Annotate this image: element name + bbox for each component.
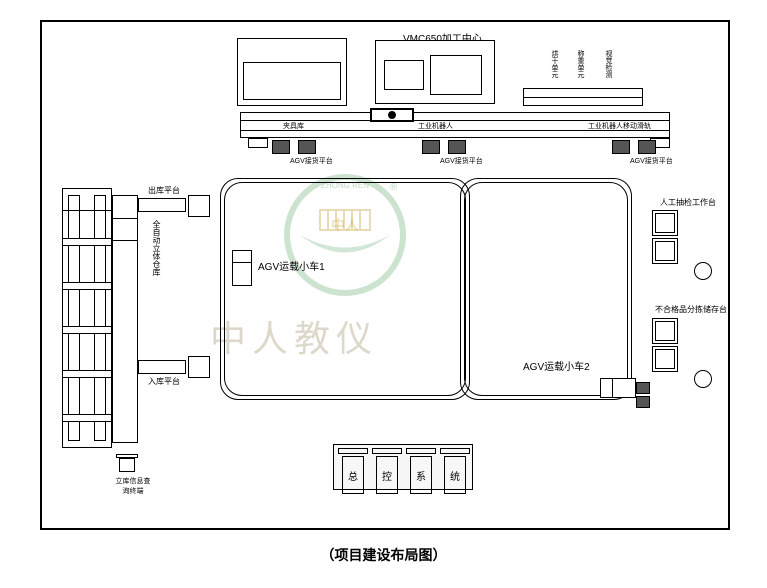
caption: （项目建设布局图）	[0, 545, 767, 565]
gyr-gj-label: 工业机器人移动滑轨	[588, 121, 651, 131]
bhp-b2	[652, 346, 678, 372]
agv-car-1-label: AGV运载小车1	[258, 258, 325, 273]
sjjc-label: 视觉检测	[603, 50, 613, 78]
rk-end	[188, 356, 210, 378]
c3-top	[406, 448, 436, 454]
rack-side-l2	[112, 240, 138, 241]
rkpt-label: 入库平台	[148, 376, 180, 387]
bhp-b1	[652, 318, 678, 344]
agv-pf-3-label: AGV接货平台	[630, 156, 673, 166]
ck-platform	[138, 198, 186, 212]
agv-pf-2a	[422, 140, 440, 154]
agv-car-2	[600, 378, 636, 398]
rail-leg-1	[248, 138, 268, 148]
rack-col2	[94, 195, 106, 441]
c2-top	[372, 448, 402, 454]
bhp-circle	[694, 370, 712, 388]
ckpt-label: 出库平台	[148, 185, 180, 196]
rack-col1	[68, 195, 80, 441]
rail-carriage-dot	[388, 111, 396, 119]
rgcj-b2	[652, 238, 678, 264]
agv-pf-1-label: AGV接货平台	[290, 156, 333, 166]
ck-end	[188, 195, 210, 217]
rack-s0	[62, 210, 112, 211]
control-4: 统	[444, 456, 466, 494]
agv-car-1	[232, 250, 252, 286]
rack-s4	[62, 370, 112, 378]
control-3: 系	[410, 456, 432, 494]
vmc650-p1	[384, 60, 424, 90]
agv-pf-1b	[298, 140, 316, 154]
agv-car-1-l	[232, 262, 252, 263]
top-right-baseline	[523, 97, 643, 98]
pf-br-2	[636, 396, 650, 408]
control-1: 总	[342, 456, 364, 494]
rack-s3	[62, 326, 112, 334]
control-2: 控	[376, 456, 398, 494]
c4-top	[440, 448, 470, 454]
rgcj-b1	[652, 210, 678, 236]
rgcj-circle	[694, 262, 712, 280]
rack-s2	[62, 282, 112, 290]
lkxx-label: 立库信息查询终端	[113, 476, 153, 496]
rack-s1	[62, 238, 112, 246]
rk-platform	[138, 360, 186, 374]
agv-car-2-label: AGV运载小车2	[523, 358, 590, 373]
rack-side	[112, 195, 138, 443]
agv-pf-1a	[272, 140, 290, 154]
c1-top	[338, 448, 368, 454]
agv-pf-3b	[638, 140, 656, 154]
bhp-label: 不合格品分拣储存台	[655, 304, 727, 315]
lkxx-box	[119, 458, 135, 472]
rack-s5	[62, 414, 112, 422]
qzdlt-label: 全自动立体仓库	[151, 220, 162, 276]
agv-loop-1b	[224, 182, 466, 396]
pf-br-1	[636, 382, 650, 394]
agv-pf-2b	[448, 140, 466, 154]
rgcj-label: 人工抽检工作台	[660, 197, 716, 208]
vmc650-p2	[430, 55, 482, 95]
agv-pf-2-label: AGV接货平台	[440, 156, 483, 166]
agv-pf-3a	[612, 140, 630, 154]
czdy-label: 称重单元	[575, 50, 585, 78]
gyr-label: 工业机器人	[418, 121, 453, 131]
jt32-inner	[243, 62, 341, 100]
rack-side-l1	[112, 218, 138, 219]
hgdy-label: 烘干单元	[549, 50, 559, 78]
jjk-label: 夹具库	[283, 121, 304, 131]
agv-car-2-l	[612, 378, 613, 398]
